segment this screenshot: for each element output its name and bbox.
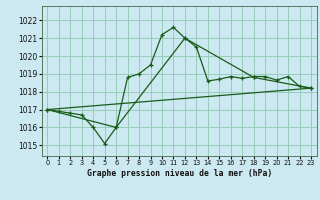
X-axis label: Graphe pression niveau de la mer (hPa): Graphe pression niveau de la mer (hPa) [87, 169, 272, 178]
